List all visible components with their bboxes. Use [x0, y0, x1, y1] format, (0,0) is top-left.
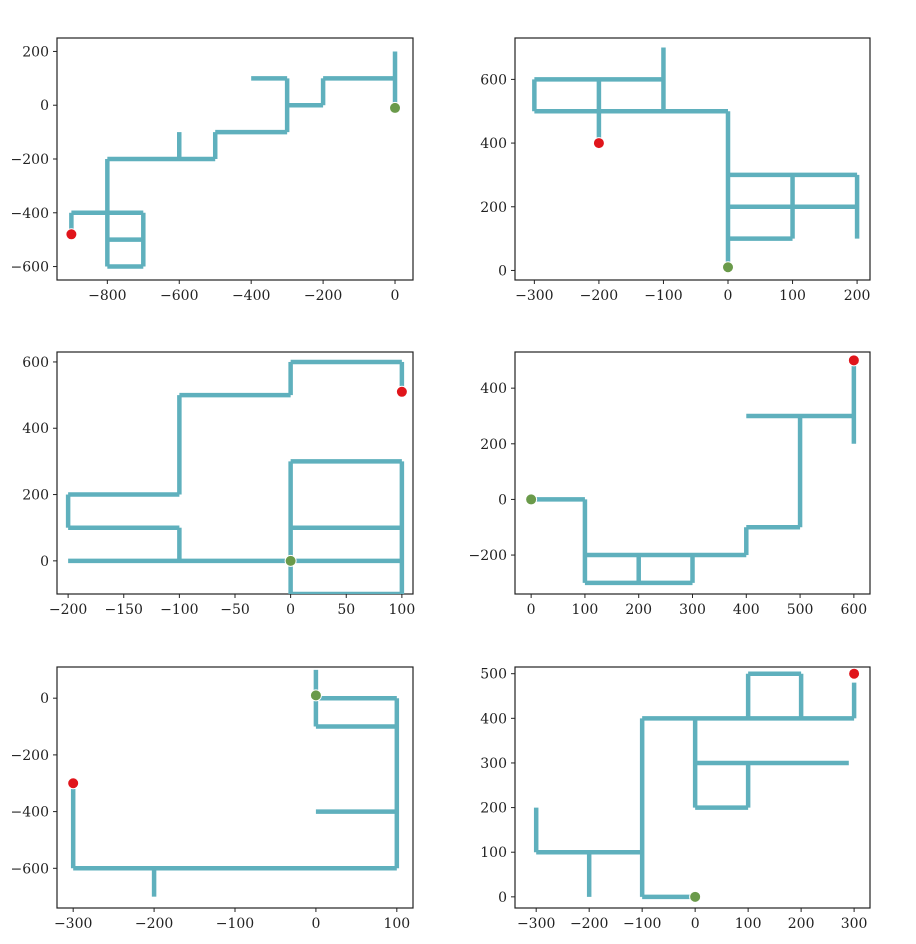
x-tick-label: −200 [580, 288, 618, 304]
end-point [65, 228, 78, 241]
x-tick-label: 0 [724, 288, 733, 304]
y-tick-label: 0 [40, 554, 49, 570]
y-tick-label: 0 [40, 691, 49, 707]
y-tick-label: 400 [480, 381, 507, 397]
x-tick-label: 0 [691, 916, 700, 932]
x-tick-label: −200 [570, 916, 608, 932]
x-tick-label: 400 [733, 602, 760, 618]
end-point [67, 777, 80, 790]
y-tick-label: 600 [22, 355, 49, 371]
x-tick-label: 200 [625, 602, 652, 618]
panel-4: 0 100 200 300 400 500 600 −200 0 200 400 [469, 351, 871, 618]
x-tick-label: 500 [787, 602, 814, 618]
y-tick-label: −400 [11, 206, 49, 222]
x-tick-label: −300 [54, 916, 92, 932]
plot-frame [514, 37, 871, 281]
y-tick-label: 0 [40, 98, 49, 114]
x-tick-label: −150 [105, 602, 143, 618]
x-tick-label: 300 [679, 602, 706, 618]
end-point [848, 667, 861, 680]
x-tick-label: −600 [160, 288, 198, 304]
start-point [525, 493, 538, 506]
end-point [592, 137, 605, 150]
y-tick-label: −600 [11, 861, 49, 877]
x-tick-label: 200 [844, 288, 871, 304]
y-tick-label: 200 [22, 44, 49, 60]
y-tick-label: 0 [498, 263, 507, 279]
start-point [722, 261, 734, 274]
path-segments [70, 669, 400, 897]
x-tick-label: 0 [311, 916, 320, 932]
start-point [309, 689, 322, 702]
x-tick-label: −300 [515, 288, 553, 304]
plot-frame [56, 351, 414, 595]
y-tick-label: −200 [11, 748, 49, 764]
x-tick-label: −200 [49, 602, 87, 618]
panel-1: −800 −600 −400 −200 0 −600 −400 −200 0 200 [11, 37, 414, 304]
end-point [395, 385, 408, 398]
x-tick-label: 0 [527, 602, 536, 618]
x-tick-label: 100 [572, 602, 599, 618]
path-segments [69, 51, 398, 269]
x-tick-label: 100 [735, 916, 762, 932]
x-tick-label: 100 [779, 288, 806, 304]
y-tick-label: 400 [480, 136, 507, 152]
y-tick-label: −200 [469, 548, 507, 564]
panel-3: −200 −150 −100 −50 0 50 100 0 200 400 600 [22, 351, 416, 618]
x-tick-label: 600 [840, 602, 867, 618]
x-tick-label: 100 [383, 916, 410, 932]
y-tick-label: 400 [480, 711, 507, 727]
start-point [389, 101, 402, 114]
x-tick-label: −200 [135, 916, 173, 932]
y-tick-label: 0 [498, 890, 507, 906]
y-tick-label: 100 [480, 845, 507, 861]
y-tick-label: 500 [480, 667, 507, 683]
x-tick-label: −300 [517, 916, 555, 932]
path-segments [533, 671, 857, 900]
end-point [847, 354, 860, 367]
path-segments [532, 47, 860, 268]
panel-2: −300 −200 −100 0 100 200 0 200 400 600 [480, 37, 871, 304]
y-tick-label: 0 [498, 492, 507, 508]
start-point [689, 890, 702, 903]
y-tick-label: −600 [11, 260, 49, 276]
x-tick-label: −400 [232, 288, 270, 304]
x-tick-label: 50 [337, 602, 355, 618]
path-segments [531, 365, 857, 586]
y-tick-label: 200 [480, 437, 507, 453]
x-tick-label: −100 [644, 288, 682, 304]
y-tick-label: 400 [22, 421, 49, 437]
plot-frame [56, 666, 414, 909]
x-tick-label: 300 [841, 916, 868, 932]
x-tick-label: 0 [391, 288, 400, 304]
x-tick-label: 200 [788, 916, 815, 932]
x-tick-label: −100 [160, 602, 198, 618]
y-tick-label: 300 [480, 756, 507, 772]
y-tick-label: −200 [11, 152, 49, 168]
x-tick-label: −50 [220, 602, 250, 618]
y-tick-label: −400 [11, 805, 49, 821]
y-tick-label: 200 [480, 200, 507, 216]
x-tick-label: −100 [216, 916, 254, 932]
y-tick-label: 200 [22, 488, 49, 504]
x-tick-label: −100 [623, 916, 661, 932]
y-tick-label: 200 [480, 801, 507, 817]
x-tick-label: 0 [286, 602, 295, 618]
panel-6: −300 −200 −100 0 100 200 300 0 100 200 300 400 500 [480, 666, 871, 932]
x-tick-label: 100 [389, 602, 416, 618]
x-tick-label: −200 [304, 288, 342, 304]
path-segments [65, 359, 405, 594]
y-tick-label: 600 [480, 72, 507, 88]
start-point [284, 554, 297, 567]
x-tick-label: −800 [88, 288, 126, 304]
plot-frame [514, 666, 871, 909]
panel-5: −300 −200 −100 0 100 −600 −400 −200 0 [11, 666, 414, 932]
